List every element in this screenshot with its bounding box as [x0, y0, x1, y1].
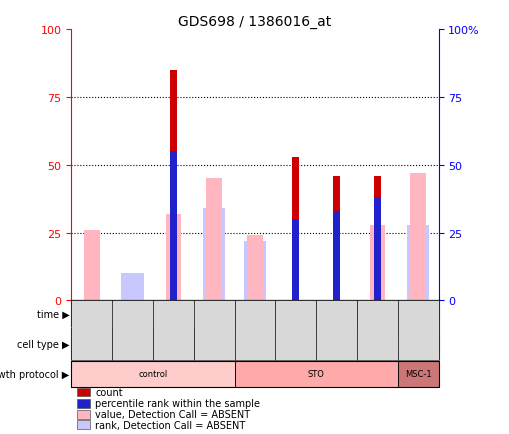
Text: laminin binding: laminin binding [283, 339, 348, 349]
Bar [275, 301, 316, 327]
Bar [77, 399, 90, 408]
Text: control: control [138, 369, 167, 378]
Bar [203, 209, 225, 301]
Bar [316, 301, 356, 327]
Bar [332, 211, 340, 301]
Text: 5 d: 5 d [289, 310, 302, 319]
Bar [234, 301, 275, 360]
Text: cell type ▶: cell type ▶ [17, 339, 69, 349]
Bar [193, 329, 438, 359]
Bar [247, 236, 262, 301]
Bar [206, 179, 221, 301]
Bar [84, 230, 99, 301]
Text: 1 d: 1 d [248, 310, 261, 319]
Text: tubular: tubular [117, 339, 148, 349]
Title: GDS698 / 1386016_at: GDS698 / 1386016_at [178, 15, 331, 30]
Bar [153, 301, 193, 360]
Bar [165, 214, 181, 301]
Bar [71, 301, 112, 360]
Bar [71, 361, 234, 387]
Bar [292, 158, 299, 301]
Text: 10 d: 10 d [327, 310, 345, 319]
Text: interstitial: interstitial [70, 339, 113, 349]
Bar [112, 301, 153, 360]
Bar [316, 301, 356, 360]
Bar [243, 241, 266, 301]
Bar [121, 274, 144, 301]
Bar [406, 225, 429, 301]
Bar [397, 301, 438, 360]
Bar [169, 152, 177, 301]
Bar [234, 361, 397, 387]
Bar [77, 410, 90, 419]
Text: STO: STO [307, 369, 324, 378]
Bar [71, 329, 112, 359]
Bar [369, 225, 384, 301]
Bar [77, 388, 90, 397]
Bar [71, 301, 234, 327]
Bar [356, 301, 397, 360]
Bar [332, 176, 340, 301]
Bar [373, 176, 380, 301]
Text: percentile rank within the sample: percentile rank within the sample [95, 398, 260, 408]
Bar [275, 301, 316, 360]
Text: rank, Detection Call = ABSENT: rank, Detection Call = ABSENT [95, 420, 245, 430]
Bar [169, 71, 177, 301]
Bar [112, 329, 153, 359]
Bar [410, 174, 425, 301]
Text: growth protocol ▶: growth protocol ▶ [0, 368, 69, 378]
Text: time ▶: time ▶ [37, 309, 69, 319]
Bar [356, 301, 438, 327]
Text: count: count [95, 387, 123, 397]
Bar [234, 301, 275, 327]
Bar [193, 301, 234, 360]
Text: laminin
non-binding: laminin non-binding [148, 334, 199, 354]
Bar [77, 420, 90, 429]
Bar [397, 361, 438, 387]
Bar [153, 329, 193, 359]
Text: 20 d: 20 d [388, 310, 406, 319]
Text: value, Detection Call = ABSENT: value, Detection Call = ABSENT [95, 409, 250, 419]
Text: MSC-1: MSC-1 [404, 369, 431, 378]
Text: 0 d: 0 d [146, 310, 159, 319]
Bar [292, 220, 299, 301]
Bar [373, 198, 380, 301]
